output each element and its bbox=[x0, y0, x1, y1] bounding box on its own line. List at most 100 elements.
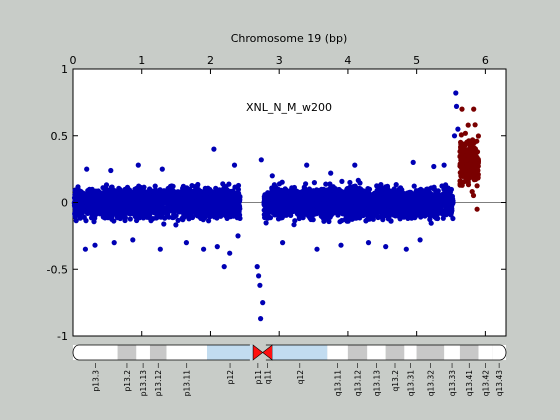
data-point bbox=[78, 188, 84, 195]
data-point bbox=[314, 246, 320, 252]
data-point bbox=[171, 211, 177, 217]
data-point bbox=[421, 199, 427, 205]
data-point bbox=[280, 206, 287, 212]
data-point bbox=[301, 212, 307, 218]
data-point bbox=[340, 202, 346, 208]
data-point bbox=[391, 186, 397, 192]
data-point bbox=[307, 200, 313, 206]
data-point bbox=[431, 163, 437, 170]
data-point bbox=[314, 199, 320, 205]
data-point bbox=[92, 242, 98, 248]
data-point bbox=[280, 240, 286, 246]
data-point bbox=[105, 207, 112, 214]
data-point bbox=[100, 202, 106, 208]
data-point bbox=[331, 208, 337, 214]
data-point bbox=[390, 208, 396, 215]
data-point bbox=[417, 193, 423, 199]
data-point bbox=[302, 208, 309, 214]
data-point bbox=[403, 194, 409, 200]
data-point bbox=[165, 195, 171, 201]
data-point bbox=[154, 200, 160, 206]
data-point bbox=[414, 207, 420, 213]
data-point bbox=[202, 199, 208, 205]
data-point bbox=[82, 246, 88, 252]
data-point bbox=[145, 214, 151, 220]
data-point bbox=[315, 204, 321, 210]
data-point bbox=[276, 190, 282, 196]
data-point bbox=[431, 204, 438, 210]
data-point bbox=[384, 183, 391, 189]
data-point bbox=[183, 192, 189, 198]
data-point bbox=[187, 208, 193, 215]
data-point bbox=[103, 198, 109, 204]
data-point bbox=[216, 187, 222, 193]
data-point bbox=[159, 211, 165, 217]
highlight-point bbox=[474, 183, 480, 189]
data-point bbox=[110, 197, 116, 203]
data-point bbox=[257, 282, 263, 288]
data-points bbox=[71, 90, 481, 322]
data-point bbox=[236, 196, 242, 202]
data-point bbox=[116, 185, 122, 191]
data-point bbox=[397, 196, 403, 202]
data-point bbox=[279, 179, 285, 185]
data-point bbox=[270, 209, 276, 216]
data-point bbox=[108, 167, 114, 174]
data-point bbox=[119, 213, 125, 219]
data-point bbox=[355, 204, 362, 211]
series-annotation: XNL_N_M_w200 bbox=[246, 101, 332, 114]
highlight-point bbox=[471, 106, 477, 112]
data-point bbox=[309, 207, 315, 213]
data-point bbox=[440, 215, 446, 221]
data-point bbox=[434, 212, 440, 219]
data-point bbox=[267, 215, 274, 221]
data-point bbox=[392, 205, 398, 211]
data-point bbox=[127, 216, 133, 222]
data-point bbox=[84, 210, 90, 216]
data-point bbox=[76, 196, 82, 202]
data-point bbox=[175, 201, 182, 207]
data-point bbox=[164, 205, 170, 211]
data-point bbox=[86, 192, 92, 198]
data-point bbox=[118, 192, 124, 198]
data-point bbox=[270, 204, 276, 210]
y-tick-label: -1 bbox=[57, 330, 68, 343]
data-point bbox=[336, 186, 342, 193]
data-point bbox=[170, 200, 176, 206]
data-point bbox=[428, 212, 435, 218]
data-point bbox=[105, 215, 111, 221]
data-point bbox=[118, 196, 124, 202]
x-tick-label: 5 bbox=[413, 54, 420, 67]
data-point bbox=[254, 264, 260, 270]
data-point bbox=[108, 184, 114, 190]
data-point bbox=[77, 213, 83, 219]
data-point bbox=[217, 201, 223, 207]
data-point bbox=[131, 191, 137, 197]
band-label: p13.2 bbox=[123, 370, 132, 392]
data-point bbox=[440, 193, 446, 199]
data-point bbox=[175, 198, 181, 204]
data-point bbox=[144, 199, 150, 205]
data-point bbox=[374, 183, 380, 189]
data-point bbox=[340, 192, 346, 198]
highlight-point bbox=[472, 122, 478, 128]
data-point bbox=[204, 190, 211, 196]
data-point bbox=[103, 182, 110, 188]
y-tick-label: 1 bbox=[61, 63, 68, 76]
data-point bbox=[205, 186, 211, 192]
data-point bbox=[258, 157, 264, 163]
data-point bbox=[210, 208, 216, 214]
data-point bbox=[276, 200, 282, 206]
data-point bbox=[235, 233, 241, 239]
data-point bbox=[79, 204, 85, 210]
highlight-point bbox=[469, 139, 475, 145]
highlight-point bbox=[459, 168, 466, 174]
data-point bbox=[181, 199, 188, 205]
data-point bbox=[294, 189, 300, 196]
data-point bbox=[183, 240, 189, 246]
data-point bbox=[443, 208, 449, 215]
ideogram-band bbox=[166, 345, 208, 360]
band-label: p12 bbox=[226, 370, 235, 385]
data-point bbox=[378, 184, 384, 190]
data-point bbox=[431, 186, 437, 192]
